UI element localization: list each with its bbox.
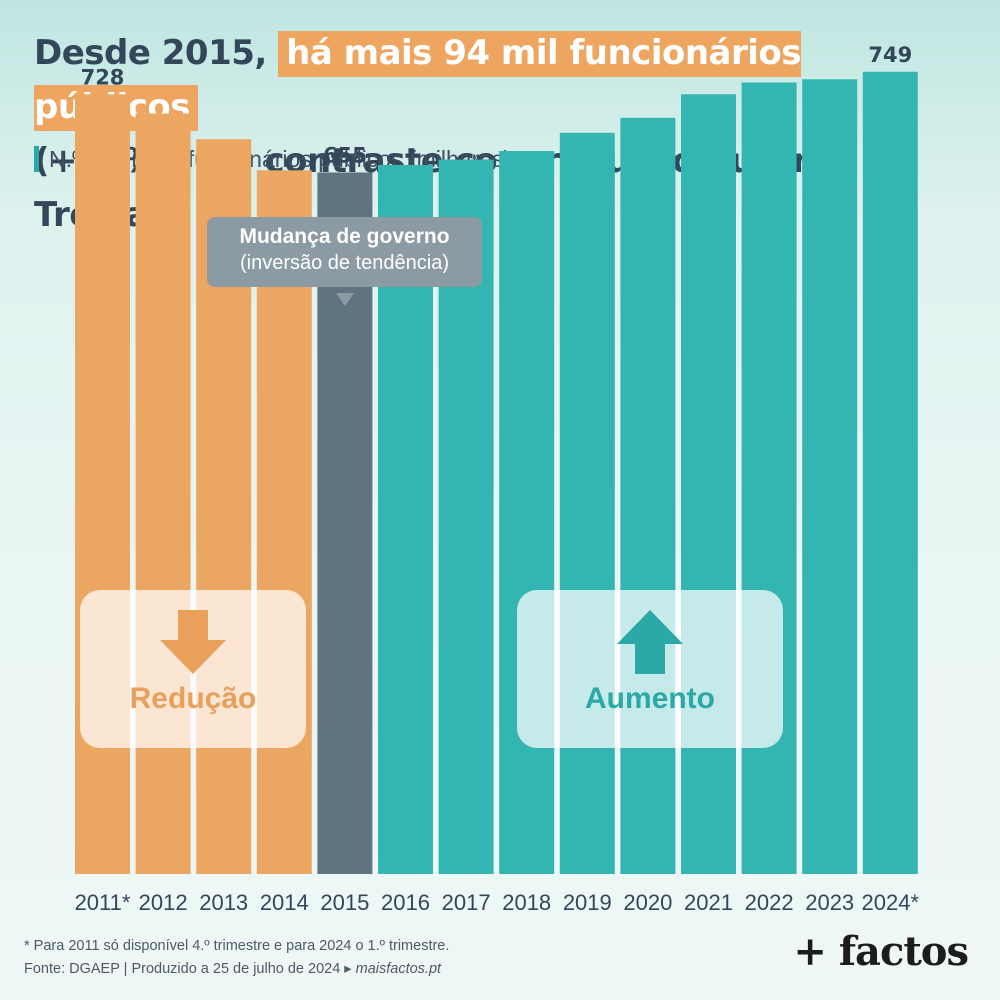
x-tick-2016: 2016 (381, 890, 430, 915)
title-part1: Desde 2015, (34, 33, 267, 73)
x-tick-2015: 2015 (320, 890, 369, 915)
bar-2023 (802, 79, 858, 875)
bar-2022 (741, 82, 797, 874)
x-tick-2013: 2013 (199, 890, 248, 915)
bar-2011 (75, 94, 130, 874)
value-label-2011: 728 (81, 65, 125, 89)
x-tick-2014: 2014 (260, 890, 309, 915)
maisfactos-logo: + factos (793, 928, 969, 975)
footnote: * Para 2011 só disponível 4.º trimestre … (24, 938, 450, 954)
bar-2020 (620, 117, 676, 874)
value-label-2015: 655 (323, 143, 367, 167)
bar-2014 (256, 170, 312, 874)
government-change-annotation: Mudança de governo (inversão de tendênci… (207, 217, 482, 287)
x-tick-2024: 2024* (862, 890, 920, 915)
annotation-pointer (336, 293, 354, 306)
x-tick-2011: 2011* (75, 890, 131, 915)
x-tick-2012: 2012 (139, 890, 188, 915)
x-tick-2017: 2017 (442, 890, 491, 915)
x-tick-2018: 2018 (502, 890, 551, 915)
source-link[interactable]: maisfactos.pt (355, 961, 442, 977)
reduction-label: Redução (129, 682, 257, 715)
increase-label: Aumento (585, 682, 715, 715)
bar-2019 (559, 132, 615, 875)
reduction-panel: Redução (80, 590, 306, 748)
increase-panel: Aumento (517, 590, 783, 748)
x-tick-2023: 2023 (805, 890, 854, 915)
arrow-up-icon (617, 610, 683, 674)
x-tick-2020: 2020 (623, 890, 672, 915)
bar-2015 (317, 172, 373, 875)
annotation-title: Mudança de governo (239, 225, 450, 248)
source-line: Fonte: DGAEP | Produzido a 25 de julho d… (24, 961, 441, 977)
source-text: Fonte: DGAEP | Produzido a 25 de julho d… (24, 961, 352, 977)
x-tick-2022: 2022 (745, 890, 794, 915)
bar-2024 (862, 71, 918, 875)
annotation-subtitle: (inversão de tendência) (239, 252, 449, 274)
x-tick-2019: 2019 (563, 890, 612, 915)
value-label-2024: 749 (868, 43, 912, 67)
bar-2021 (681, 94, 736, 874)
x-tick-2021: 2021 (684, 890, 733, 915)
arrow-down-icon (160, 610, 226, 674)
bar-2012 (135, 113, 191, 875)
bar-2018 (499, 151, 555, 874)
